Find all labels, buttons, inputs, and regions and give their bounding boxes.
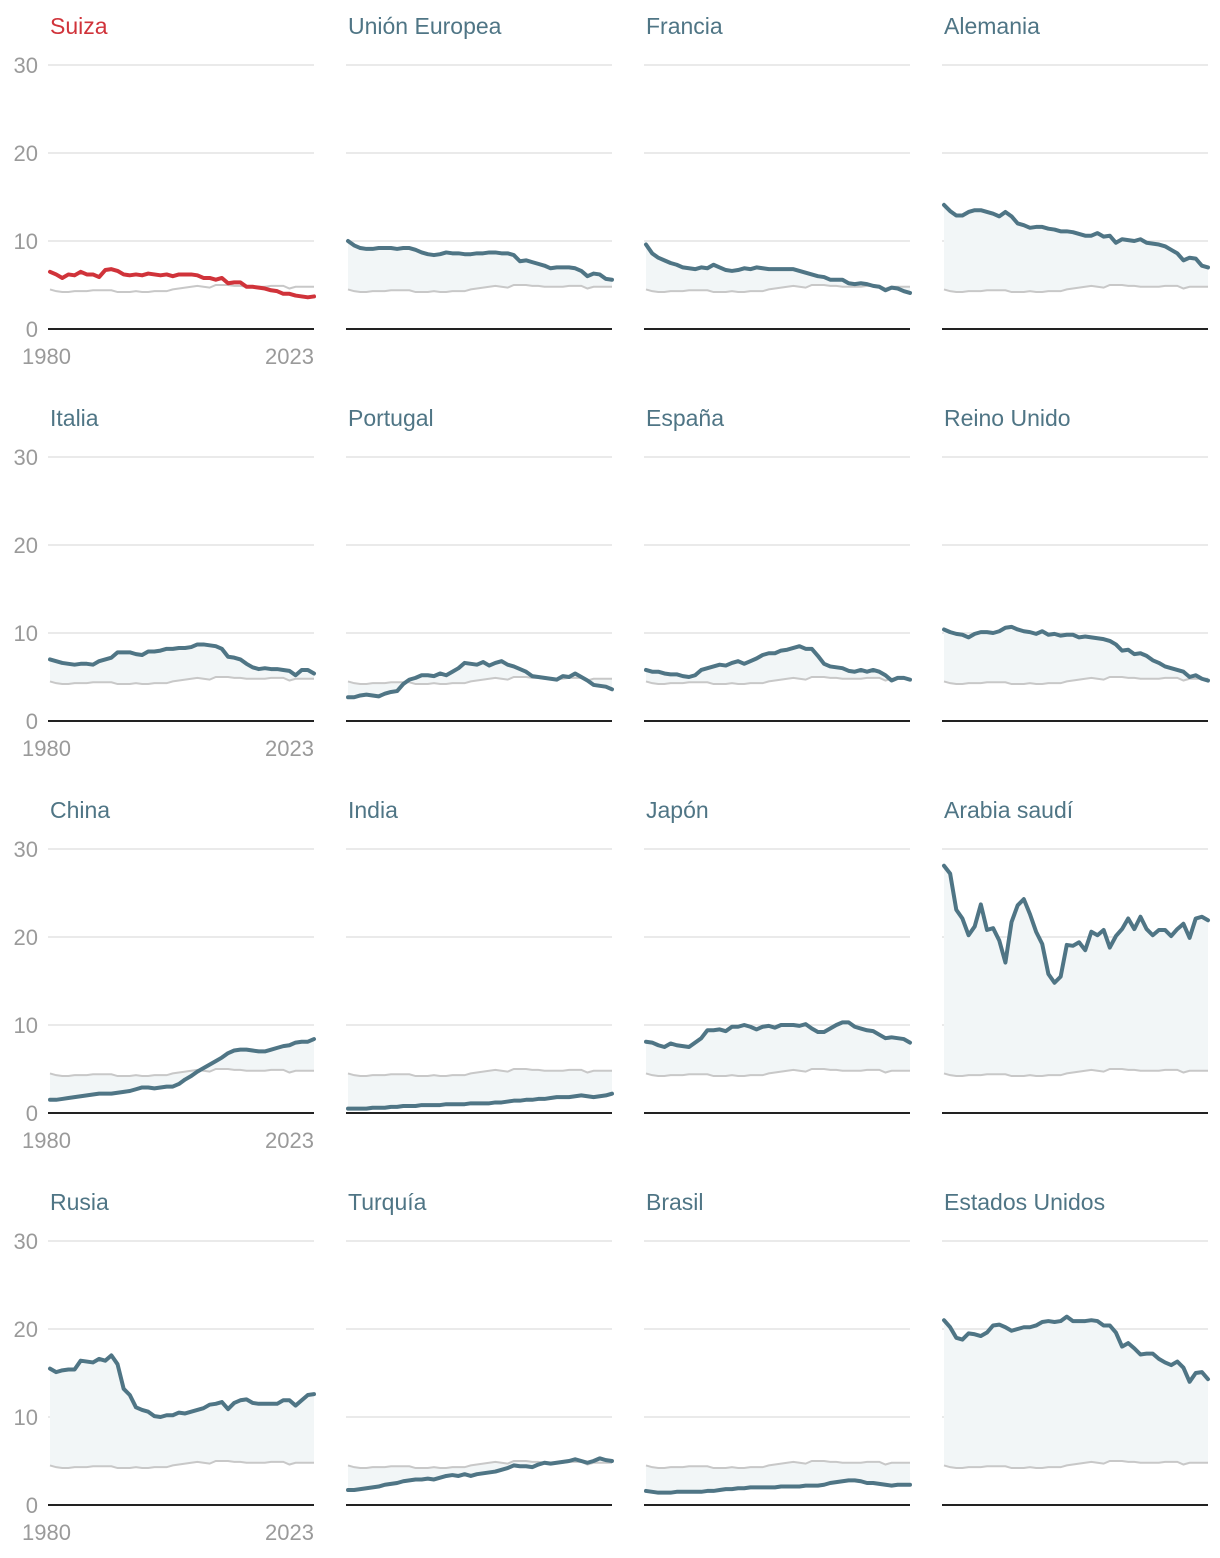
y-tick-label: 0	[26, 317, 38, 342]
panel-title: China	[50, 797, 110, 823]
x-tick-label: 2023	[265, 736, 314, 761]
difference-area	[944, 626, 1208, 685]
y-tick-label: 0	[26, 709, 38, 734]
reference-line	[645, 1460, 910, 1470]
y-tick-label: 30	[14, 837, 38, 862]
y-tick-label: 0	[26, 1101, 38, 1126]
y-tick-label: 0	[26, 1493, 38, 1518]
panel-title: Estados Unidos	[944, 1189, 1105, 1215]
reference-line	[49, 676, 314, 686]
reference-line	[645, 676, 910, 686]
y-tick-label: 10	[14, 621, 38, 646]
reference-line	[49, 1460, 314, 1470]
difference-area	[944, 204, 1208, 293]
series-line	[346, 239, 614, 282]
panel-title: España	[646, 405, 724, 431]
series-line	[644, 1478, 912, 1495]
panel-11: Arabia saudí	[942, 797, 1210, 1114]
reference-line	[645, 1068, 910, 1078]
series-line	[48, 1353, 316, 1419]
panel-0: Suiza 0 10 20 30 1980 2023	[14, 13, 316, 369]
panel-2: Francia	[644, 13, 912, 330]
y-tick-label: 10	[14, 1405, 38, 1430]
x-tick-label: 2023	[265, 1128, 314, 1153]
panel-15: Estados Unidos	[942, 1189, 1210, 1506]
series-line	[644, 1020, 912, 1049]
panel-13: Turquía	[346, 1189, 614, 1506]
panel-title: Brasil	[646, 1189, 704, 1215]
difference-area	[50, 1039, 314, 1100]
panel-title: Portugal	[348, 405, 434, 431]
panel-14: Brasil	[644, 1189, 912, 1506]
reference-line	[943, 676, 1208, 686]
series-line	[48, 267, 316, 300]
difference-area	[646, 1461, 910, 1493]
reference-line	[943, 284, 1208, 294]
panel-title: Japón	[646, 797, 709, 823]
y-tick-label: 10	[14, 229, 38, 254]
series-line	[346, 659, 614, 700]
panel-title: Rusia	[50, 1189, 109, 1215]
difference-area	[348, 241, 612, 293]
difference-area	[944, 865, 1208, 1077]
panel-title: Italia	[50, 405, 99, 431]
series-line	[48, 1037, 316, 1102]
y-tick-label: 20	[14, 925, 38, 950]
y-tick-label: 20	[14, 533, 38, 558]
series-line	[48, 642, 316, 678]
panel-title: Suiza	[50, 13, 108, 39]
series-line	[346, 1091, 614, 1111]
x-tick-label: 2023	[265, 1520, 314, 1545]
panel-title: Alemania	[944, 13, 1040, 39]
panel-9: India	[346, 797, 614, 1114]
panel-3: Alemania	[942, 13, 1210, 330]
x-tick-label: 1980	[22, 344, 71, 369]
x-tick-label: 2023	[265, 344, 314, 369]
y-tick-label: 10	[14, 1013, 38, 1038]
y-tick-label: 30	[14, 445, 38, 470]
y-tick-label: 20	[14, 141, 38, 166]
x-tick-label: 1980	[22, 1520, 71, 1545]
series-line	[644, 644, 912, 683]
difference-area	[944, 1316, 1208, 1469]
series-line	[942, 1314, 1210, 1384]
panel-title: Reino Unido	[944, 405, 1071, 431]
y-tick-label: 30	[14, 1229, 38, 1254]
panel-title: Francia	[646, 13, 723, 39]
series-line	[644, 242, 912, 295]
difference-area	[646, 1022, 910, 1077]
panel-10: Japón	[644, 797, 912, 1114]
panel-5: Portugal	[346, 405, 614, 722]
y-tick-label: 20	[14, 1317, 38, 1342]
y-tick-label: 30	[14, 53, 38, 78]
panel-4: Italia 0 10 20 30 1980 2023	[14, 405, 316, 761]
panel-title: India	[348, 797, 398, 823]
series-line	[942, 624, 1210, 683]
series-line	[942, 202, 1210, 270]
series-line	[942, 863, 1210, 985]
reference-line	[347, 1068, 612, 1078]
panel-12: Rusia 0 10 20 30 1980 2023	[14, 1189, 316, 1545]
panel-6: España	[644, 405, 912, 722]
panel-1: Unión Europea	[346, 13, 614, 330]
reference-line	[943, 1068, 1208, 1078]
panel-7: Reino Unido	[942, 405, 1210, 722]
panel-8: China 0 10 20 30 1980 2023	[14, 797, 316, 1153]
panel-title: Arabia saudí	[944, 797, 1074, 823]
x-tick-label: 1980	[22, 736, 71, 761]
reference-line	[347, 284, 612, 294]
difference-area	[646, 646, 910, 685]
reference-line	[943, 1460, 1208, 1470]
series-line	[346, 1456, 614, 1493]
difference-area	[50, 1355, 314, 1469]
panel-title: Unión Europea	[348, 13, 502, 39]
reference-line	[49, 284, 314, 294]
x-tick-label: 1980	[22, 1128, 71, 1153]
reference-line	[49, 1068, 314, 1078]
panel-title: Turquía	[348, 1189, 427, 1215]
reference-line	[645, 284, 910, 294]
